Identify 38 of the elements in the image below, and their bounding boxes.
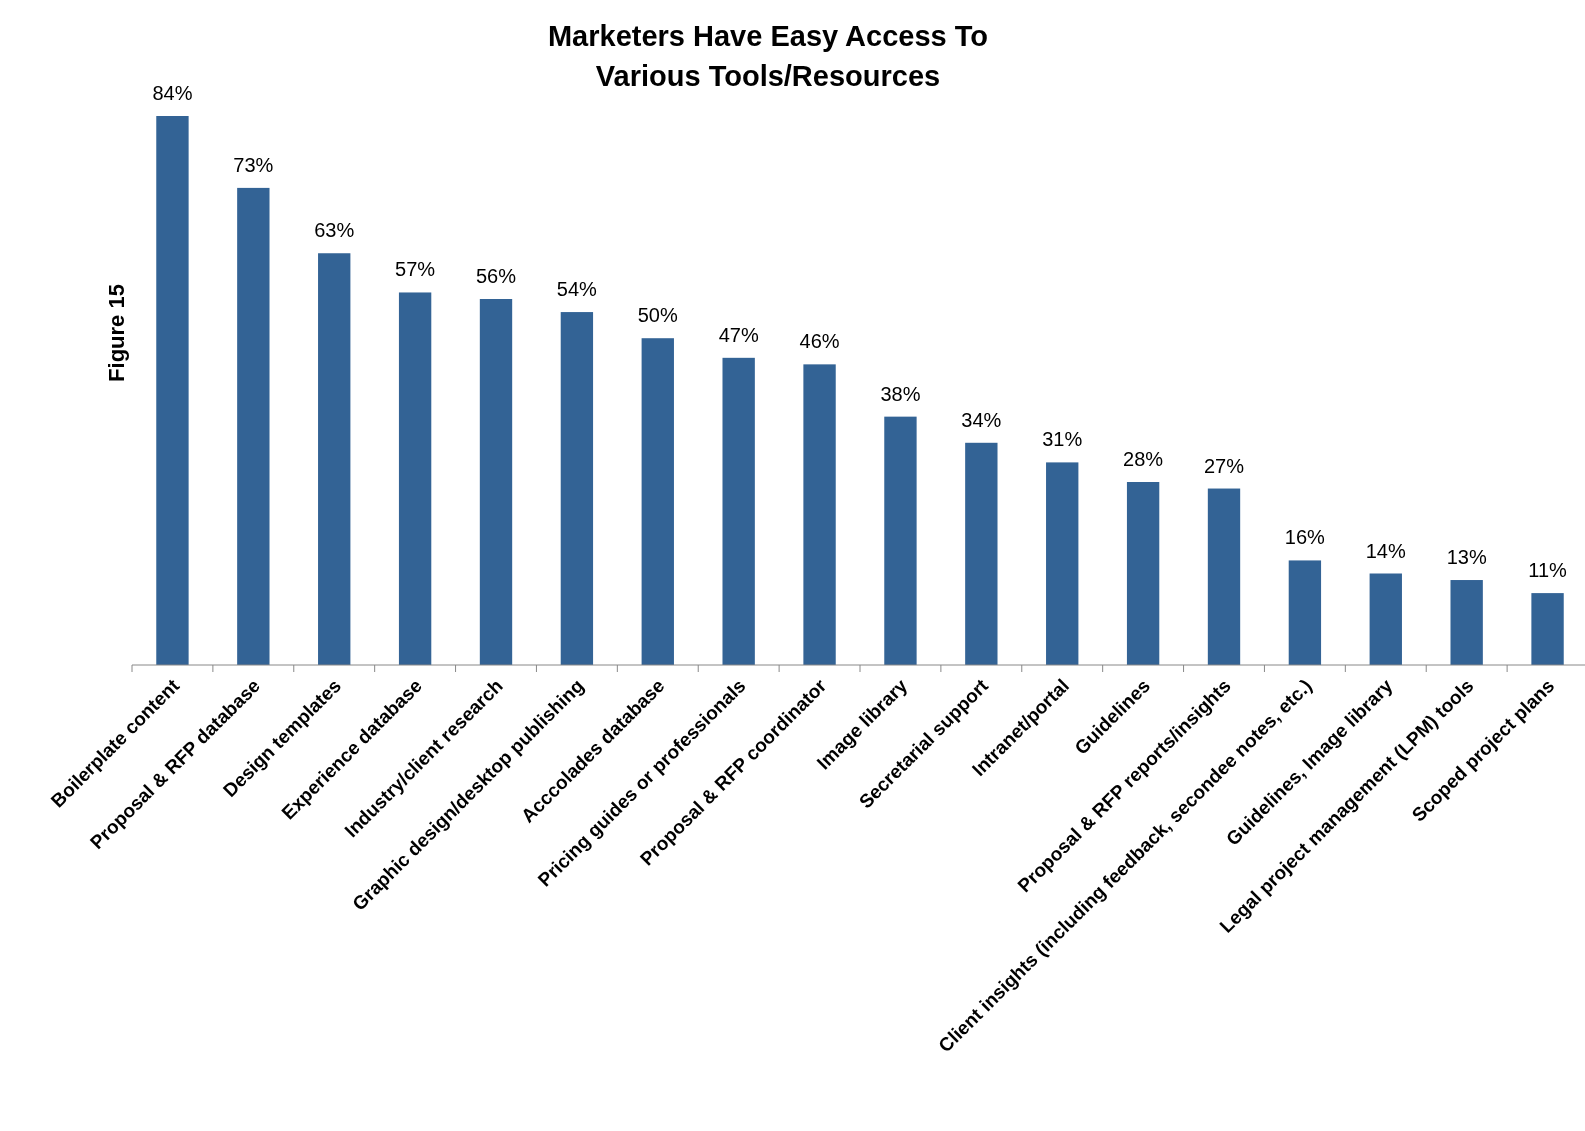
- data-label: 63%: [314, 219, 355, 242]
- data-label: 16%: [1284, 526, 1326, 549]
- bar: [1450, 580, 1483, 665]
- data-label: 27%: [1203, 454, 1245, 477]
- chart-title: Marketers Have Easy Access To Various Tools/Resources: [547, 20, 989, 92]
- bar: [1207, 488, 1241, 665]
- bar: [479, 299, 513, 665]
- bar: [1531, 593, 1564, 665]
- data-label: 38%: [880, 382, 921, 405]
- data-label: 73%: [233, 153, 274, 176]
- bar: [803, 364, 836, 665]
- data-label: 50%: [637, 304, 679, 327]
- bar: [156, 116, 189, 665]
- data-label: 11%: [1528, 559, 1568, 582]
- bar: [237, 187, 270, 665]
- data-label: 13%: [1446, 546, 1487, 569]
- bar: [398, 292, 432, 665]
- data-label: 56%: [475, 265, 517, 287]
- bar: [884, 416, 917, 665]
- data-label: 54%: [556, 278, 598, 301]
- data-label: 14%: [1365, 539, 1407, 562]
- bar: [1126, 482, 1160, 665]
- bar: [641, 338, 674, 665]
- bar: [560, 312, 594, 665]
- data-label: 28%: [1123, 448, 1164, 470]
- bar: [318, 253, 351, 665]
- bar: [965, 442, 998, 665]
- data-label: 84%: [152, 82, 193, 104]
- data-label: 34%: [961, 408, 1002, 431]
- y-axis-title: Figure 15: [104, 284, 129, 382]
- data-label: 57%: [395, 258, 436, 281]
- bar: [1288, 560, 1322, 665]
- bar: [1369, 573, 1402, 665]
- bar: [722, 357, 755, 665]
- data-label: 47%: [718, 323, 759, 346]
- data-label: 31%: [1042, 428, 1083, 451]
- bar: [1046, 462, 1079, 665]
- data-label: 46%: [799, 330, 840, 353]
